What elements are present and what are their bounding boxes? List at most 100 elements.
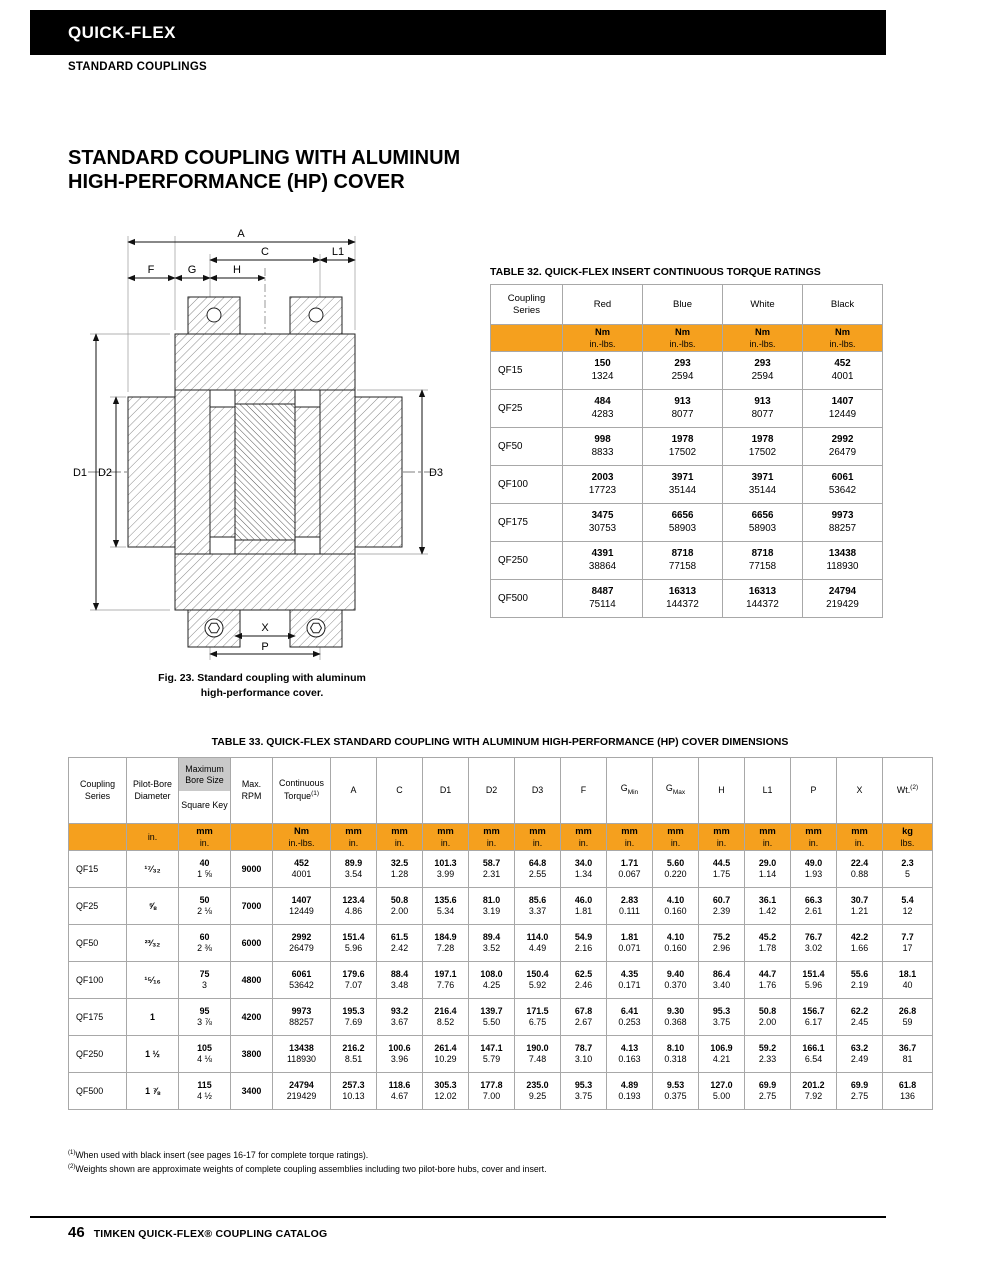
value-primary: 123.4 — [342, 894, 365, 905]
value-secondary: 35144 — [748, 484, 777, 496]
value-primary: 105 — [197, 1042, 212, 1053]
t33-pilot-cell: 1 — [126, 998, 179, 1036]
value-secondary: 8.52 — [436, 1017, 455, 1028]
value-primary: 3971 — [751, 472, 774, 484]
value-secondary: 12 — [902, 906, 913, 917]
t33-unit-pilot: in. — [126, 823, 179, 851]
value-primary: 85.6 — [528, 894, 547, 905]
value-primary: 293 — [674, 358, 691, 370]
t32-unit-cell: Nm in.-lbs. — [642, 324, 723, 352]
value-primary: 13438 — [289, 1042, 314, 1053]
value-secondary: 6.54 — [804, 1054, 823, 1065]
dim-label-h: H — [233, 264, 241, 276]
value-secondary: 118930 — [826, 560, 859, 572]
t33-dim-cell: 261.4 10.29 — [422, 1035, 469, 1073]
unit-secondary: in. — [762, 837, 773, 848]
t33-rpm-cell: 3400 — [230, 1072, 273, 1110]
t32-value-cell: 2992 26479 — [802, 427, 883, 466]
t33-unit-rpm — [230, 823, 273, 851]
value-primary: 49.0 — [804, 857, 823, 868]
value-primary: 58.7 — [482, 857, 501, 868]
t33-dim-cell: 85.6 3.37 — [514, 887, 561, 925]
value-primary: 89.4 — [482, 931, 501, 942]
value-secondary: 17723 — [588, 484, 617, 496]
t33-dim-cell: 151.4 5.96 — [790, 961, 837, 999]
t33-rpm-cell: 7000 — [230, 887, 273, 925]
value-primary: 9973 — [831, 510, 854, 522]
t33-dim-cell: 179.6 7.07 — [330, 961, 377, 999]
value-secondary: 1.81 — [574, 906, 593, 917]
t32-series-cell: QF50 — [490, 427, 563, 466]
t33-dim-cell: 135.6 5.34 — [422, 887, 469, 925]
t33-series-cell: QF25 — [68, 887, 127, 925]
t33-dim-cell: 59.2 2.33 — [744, 1035, 791, 1073]
t33-dim-cell: 150.4 5.92 — [514, 961, 561, 999]
t33-unit-dim: mm in. — [606, 823, 653, 851]
value-secondary: 8077 — [751, 408, 774, 420]
t33-dim-cell: 201.2 7.92 — [790, 1072, 837, 1110]
unit-secondary: in. — [440, 837, 451, 848]
t32-value-cell: 150 1324 — [562, 351, 643, 390]
value-secondary: 4.67 — [390, 1091, 409, 1102]
value-secondary: 7.76 — [436, 980, 455, 991]
value-primary: 305.3 — [434, 1079, 457, 1090]
t33-dim-cell: 108.0 4.25 — [468, 961, 515, 999]
t33-unit-dim: mm in. — [698, 823, 745, 851]
page-footer: 46 TIMKEN QUICK-FLEX® COUPLING CATALOG — [30, 1216, 886, 1241]
t33-bore-cell: 50 2 ⅛ — [178, 887, 231, 925]
t33-torque-cell: 452 4001 — [272, 850, 331, 888]
t33-dim-cell: 195.3 7.69 — [330, 998, 377, 1036]
value-secondary: 4.21 — [712, 1054, 731, 1065]
t32-value-cell: 9973 88257 — [802, 503, 883, 542]
value-primary: 18.1 — [898, 968, 917, 979]
t32-color-header-white: White — [722, 284, 803, 325]
t33-dim-cell: 62.2 2.45 — [836, 998, 883, 1036]
footnotes: (1)When used with black insert (see page… — [68, 1148, 547, 1176]
table33-title: TABLE 33. QUICK-FLEX STANDARD COUPLING W… — [211, 736, 789, 748]
t33-series-cell: QF250 — [68, 1035, 127, 1073]
t33-wt-cell: 18.1 40 — [882, 961, 933, 999]
page-title-line1: STANDARD COUPLING WITH ALUMINUM — [68, 147, 461, 169]
value-secondary: 17502 — [668, 446, 697, 458]
t33-wt-cell: 61.8 136 — [882, 1072, 933, 1110]
value-secondary: 40 — [902, 980, 913, 991]
value-primary: 166.1 — [802, 1042, 825, 1053]
value-primary: 29.0 — [758, 857, 777, 868]
value-primary: 26.8 — [898, 1005, 917, 1016]
value-primary: 101.3 — [434, 857, 457, 868]
value-primary: 2003 — [591, 472, 614, 484]
value-secondary: 2.46 — [574, 980, 593, 991]
t33-wt-cell: 5.4 12 — [882, 887, 933, 925]
t32-series-cell: QF175 — [490, 503, 563, 542]
value-primary: 190.0 — [526, 1042, 549, 1053]
value-primary: 24794 — [289, 1079, 314, 1090]
t33-h-l1: L1 — [744, 757, 791, 824]
t33-h-a: A — [330, 757, 377, 824]
dim-label-a: A — [237, 228, 245, 240]
value-secondary: 3.10 — [574, 1054, 593, 1065]
t32-value-cell: 16313 144372 — [642, 579, 723, 618]
t33-row-qf500: QF500 1 ⅞ 115 4 ½ 3400 24794 219429 257.3 10.13 1… — [68, 1072, 933, 1110]
dim-label-d3: D3 — [429, 467, 443, 479]
t33-dim-cell: 9.40 0.370 — [652, 961, 699, 999]
value-primary: 6061 — [831, 472, 854, 484]
value-primary: 64.8 — [528, 857, 547, 868]
dim-label-g: G — [188, 264, 197, 276]
t33-dim-cell: 6.41 0.253 — [606, 998, 653, 1036]
t33-dim-cell: 95.3 3.75 — [560, 1072, 607, 1110]
page-title-line2: HIGH-PERFORMANCE (HP) COVER — [68, 171, 405, 194]
left-hub-inner — [174, 389, 211, 555]
unit-primary: mm — [345, 826, 362, 837]
t32-value-cell: 452 4001 — [802, 351, 883, 390]
value-secondary: 6.17 — [804, 1017, 823, 1028]
t33-row-qf50: QF50 ²³⁄₃₂ 60 2 ⅜ 6000 2992 26479 151.4 5.96 61.5… — [68, 924, 933, 962]
value-secondary: 3.75 — [574, 1091, 593, 1102]
value-primary: 7.7 — [901, 931, 914, 942]
value-secondary: 30753 — [588, 522, 617, 534]
value-primary: 2992 — [291, 931, 312, 942]
value-primary: 95 — [199, 1005, 210, 1016]
t32-value-cell: 6656 58903 — [722, 503, 803, 542]
t33-dim-cell: 44.5 1.75 — [698, 850, 745, 888]
value-secondary: 0.171 — [618, 980, 641, 991]
value-secondary: 88257 — [289, 1017, 314, 1028]
